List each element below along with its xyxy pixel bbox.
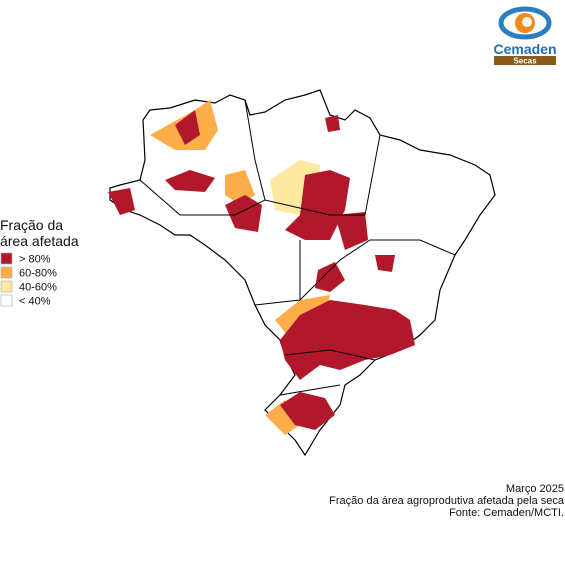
- area-over-80: [285, 170, 350, 240]
- caption-date: Março 2025: [506, 483, 564, 495]
- legend-title: Fração da: [0, 217, 63, 233]
- area-60-80: [225, 170, 255, 205]
- caption-description: Fração da área agroprodutiva afetada pel…: [329, 495, 565, 507]
- logo-name: Cemaden: [493, 41, 556, 57]
- area-over-80: [280, 300, 415, 380]
- legend: Fração da área afetada > 80% 60-80% 40-60%…: [0, 217, 79, 308]
- caption-source: Fonte: Cemaden/MCTI.: [449, 507, 564, 519]
- legend-swatch: [0, 280, 13, 293]
- legend-title: área afetada: [0, 233, 79, 249]
- area-over-80: [315, 262, 345, 292]
- legend-label: < 40%: [19, 296, 51, 308]
- map: [108, 89, 496, 457]
- area-over-80: [175, 110, 200, 145]
- logo-pupil: [522, 17, 532, 27]
- area-over-80: [108, 188, 135, 215]
- state-borders: [139, 99, 456, 396]
- area-over-80: [325, 115, 340, 132]
- area-over-80: [225, 195, 262, 232]
- area-over-80: [335, 212, 368, 250]
- drought-areas: [108, 100, 415, 435]
- logo-band: [494, 56, 556, 65]
- area-over-80: [165, 170, 215, 192]
- area-over-80: [375, 255, 395, 272]
- logo-eye: [498, 6, 552, 40]
- legend-swatch: [0, 294, 13, 307]
- caption: Março 2025 Fração da área agroprodutiva …: [329, 483, 565, 519]
- legend-swatch: [0, 252, 13, 265]
- legend-swatch: [0, 266, 13, 279]
- logo-tag: Secas: [513, 57, 537, 66]
- legend-label: > 80%: [19, 254, 51, 266]
- area-60-80: [265, 400, 300, 435]
- legend-label: 40-60%: [19, 282, 57, 294]
- legend-label: 60-80%: [19, 268, 57, 280]
- logo: Cemaden Secas: [493, 6, 557, 66]
- area-over-80: [280, 392, 335, 430]
